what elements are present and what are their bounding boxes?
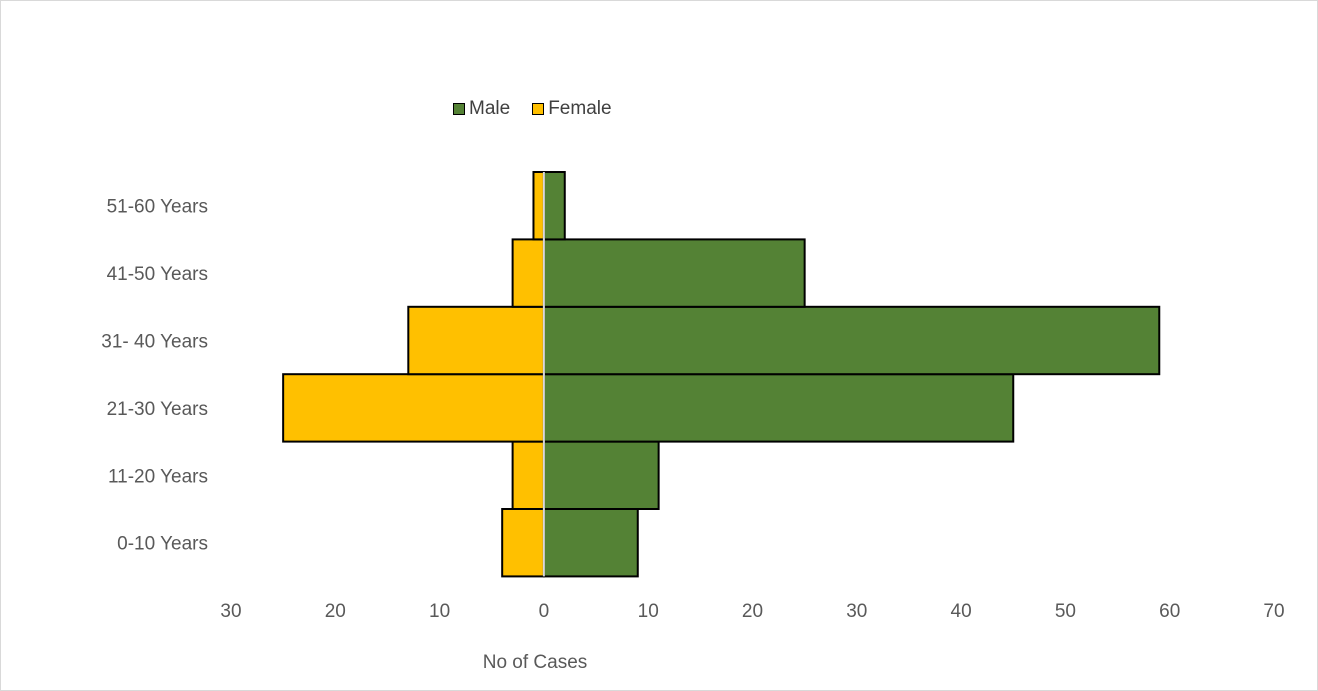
x-axis-tick-labels: 30 20 10 0 10 20 30 40 50 60 70 — [220, 601, 1284, 622]
bar-female-51-60-years — [532, 171, 545, 241]
y-tick-label-41-50-years: 41-50 Years — [107, 264, 208, 285]
y-tick-label-31-40-years: 31- 40 Years — [101, 332, 208, 353]
x-tick-label: 50 — [1055, 601, 1076, 622]
bars-group — [282, 171, 1161, 578]
x-tick-label: 20 — [742, 601, 763, 622]
y-tick-label-0-10-years: 0-10 Years — [117, 534, 208, 555]
legend-label-female: Female — [548, 98, 612, 119]
bar-male-41-50-years — [542, 238, 806, 308]
bar-male-51-60-years — [542, 171, 566, 241]
bar-male-21-30-years — [542, 373, 1015, 443]
y-tick-label-21-30-years: 21-30 Years — [107, 399, 208, 420]
y-tick-label-51-60-years: 51-60 Years — [107, 197, 208, 218]
legend-item-female: Female — [532, 98, 612, 120]
x-tick-label: 70 — [1263, 601, 1284, 622]
bar-female-0-10-years — [501, 508, 545, 578]
chart-legend: Male Female — [453, 98, 634, 120]
y-axis-labels: 0-10 Years 11-20 Years 21-30 Years 31- 40 Y… — [101, 197, 208, 555]
x-tick-label: 40 — [951, 601, 972, 622]
y-tick-label-11-20-years: 11-20 Years — [108, 466, 208, 487]
bar-male-11-20-years — [542, 440, 660, 511]
x-tick-label: 10 — [429, 601, 450, 622]
x-tick-label: 0 — [539, 601, 550, 622]
legend-item-male: Male — [453, 98, 510, 120]
x-tick-label: 10 — [638, 601, 659, 622]
legend-swatch-male — [453, 103, 465, 115]
bar-female-11-20-years — [511, 440, 545, 511]
bar-female-21-30-years — [282, 373, 545, 443]
x-tick-label: 30 — [220, 601, 241, 622]
legend-label-male: Male — [469, 98, 511, 119]
bar-female-31-40-years — [407, 305, 545, 376]
bar-male-0-10-years — [542, 508, 639, 578]
x-axis-title: No of Cases — [482, 652, 588, 673]
legend-swatch-female — [532, 103, 545, 115]
bar-male-31-40-years — [542, 305, 1161, 376]
bar-female-41-50-years — [511, 238, 545, 308]
x-tick-label: 20 — [325, 601, 346, 622]
x-tick-label: 60 — [1159, 601, 1180, 622]
x-tick-label: 30 — [846, 601, 867, 622]
